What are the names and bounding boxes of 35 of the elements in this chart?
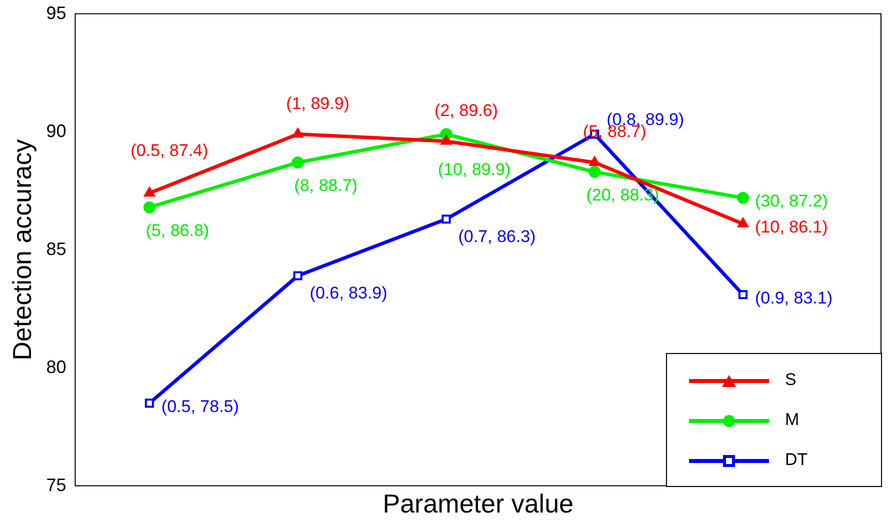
point (143, 201, 156, 214)
point (736, 192, 749, 204)
point (292, 156, 304, 168)
data-label: (5, 86.8) (146, 221, 210, 240)
data-label: (0.5, 87.4) (130, 140, 208, 160)
data-label: (10, 86.1) (754, 218, 828, 237)
x-axis-title: Parameter value (382, 488, 574, 519)
point (738, 218, 748, 228)
data-label: (1, 89.9) (286, 94, 350, 113)
point (144, 187, 155, 197)
y-tick-label: 80 (46, 356, 66, 377)
point (144, 398, 154, 408)
point (442, 214, 451, 224)
data-label: (0.5, 78.5) (161, 396, 239, 416)
data-label: (30, 87.2) (754, 192, 828, 211)
legend-label: S (785, 370, 796, 390)
y-tick-label: 75 (46, 474, 66, 495)
legend-label: M (785, 410, 800, 430)
point (440, 135, 452, 145)
data-label: (2, 89.6) (434, 100, 498, 120)
point (588, 166, 601, 178)
point (292, 128, 304, 138)
data-label: (0.9, 83.1) (754, 288, 832, 308)
point (589, 156, 600, 166)
data-label: (0.6, 83.9) (310, 283, 388, 302)
y-tick-label: 85 (46, 238, 66, 259)
y-tick-label: 95 (46, 2, 66, 23)
data-label: (8, 88.7) (294, 176, 358, 196)
data-label: (10, 89.9) (438, 160, 511, 179)
y-axis-title: Detection accuracy (6, 139, 37, 360)
point (293, 271, 302, 280)
data-label: (0.7, 86.3) (458, 226, 536, 246)
point (738, 290, 748, 300)
y-tick-label: 90 (46, 120, 66, 141)
legend-label: DT (785, 450, 808, 470)
